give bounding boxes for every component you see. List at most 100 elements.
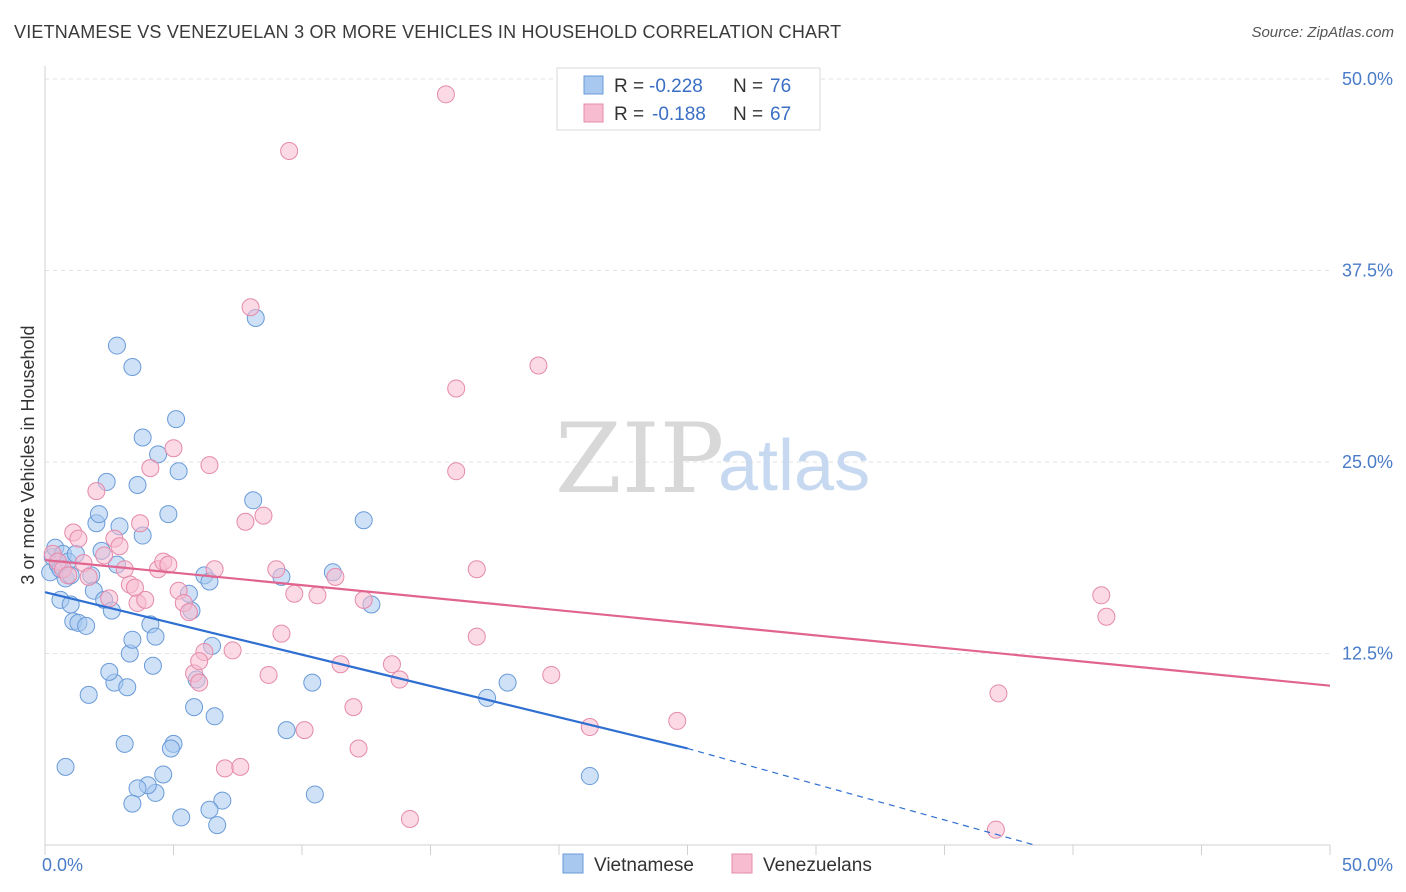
venezuelan-point-25 — [179, 603, 198, 622]
venezuelan-point-32 — [223, 641, 242, 660]
vietnamese-trend-line — [44, 591, 688, 750]
x-tick-labels: 0.0% 50.0% — [42, 855, 1393, 875]
venezuelan-point-56 — [529, 356, 548, 375]
venezuelan-point-36 — [254, 506, 273, 525]
legend-n-value-venezuelan: 67 — [770, 104, 791, 125]
y-tick-label-0: 12.5% — [1342, 644, 1393, 664]
venezuelan-point-40 — [280, 142, 299, 161]
watermark-atlas: atlas — [718, 426, 870, 506]
venezuelan-point-17 — [136, 590, 155, 609]
venezuelan-point-16 — [131, 514, 150, 533]
venezuelan-point-54 — [467, 560, 486, 579]
venezuelan-point-33 — [231, 757, 250, 776]
venezuelan-point-48 — [382, 655, 401, 674]
venezuelan-point-12 — [110, 537, 129, 556]
venezuelan-point-60 — [989, 684, 1008, 703]
vietnamese-point-29 — [123, 630, 142, 649]
venezuelan-point-45 — [344, 698, 363, 717]
venezuelan-point-57 — [542, 665, 561, 684]
venezuelan-point-5 — [69, 529, 88, 548]
bottom-legend-swatch-venezuelan — [731, 853, 753, 874]
venezuelan-point-63 — [1097, 607, 1116, 626]
vietnamese-point-37 — [146, 627, 165, 646]
venezuelan-point-41 — [295, 721, 314, 740]
venezuelan-trend-line — [44, 558, 1331, 687]
venezuelan-point-31 — [215, 759, 234, 778]
x-tick-label-1: 50.0% — [1342, 855, 1393, 875]
correlation-legend: R = -0.228 N = 76 R = -0.188 N = 67 — [556, 67, 821, 131]
venezuelan-point-66 — [259, 665, 278, 684]
vietnamese-point-74 — [56, 757, 75, 776]
vietnamese-point-66 — [303, 673, 322, 692]
watermark-zip: ZIP — [555, 403, 724, 515]
vietnamese-point-73 — [580, 767, 599, 786]
vietnamese-point-52 — [185, 698, 204, 717]
trend-lines — [44, 558, 1331, 846]
venezuelan-point-39 — [285, 584, 304, 603]
vietnamese-point-49 — [205, 707, 224, 726]
venezuelan-point-18 — [141, 459, 160, 478]
venezuelan-point-64 — [190, 652, 209, 671]
vietnamese-point-27 — [118, 678, 137, 697]
venezuelan-point-38 — [272, 624, 291, 643]
vietnamese-point-41 — [167, 410, 186, 429]
y-axis-label: 3 or more Vehicles in Household — [18, 325, 38, 584]
venezuelan-point-51 — [400, 809, 419, 828]
venezuelan-point-30 — [205, 560, 224, 579]
vietnamese-point-60 — [172, 808, 191, 827]
venezuelan-point-43 — [326, 567, 345, 586]
venezuelan-point-47 — [354, 590, 373, 609]
vietnamese-point-14 — [77, 616, 96, 635]
venezuelan-point-52 — [447, 379, 466, 398]
vietnamese-point-51 — [208, 816, 227, 835]
vietnamese-point-30 — [115, 734, 134, 753]
venezuelan-point-65 — [125, 578, 144, 597]
vietnamese-point-18 — [89, 505, 108, 524]
legend-n-label-vietnamese: N = — [733, 76, 768, 97]
vietnamese-point-26 — [100, 662, 119, 681]
vietnamese-point-40 — [159, 505, 178, 524]
venezuelan-point-50 — [436, 85, 455, 104]
vietnamese-point-38 — [143, 656, 162, 675]
venezuelan-point-27 — [190, 673, 209, 692]
venezuelan-point-3 — [59, 566, 78, 585]
bottom-legend-label-venezuelan: Venezuelans — [763, 855, 872, 876]
venezuelan-point-37 — [267, 560, 286, 579]
legend-n-label-venezuelan: N = — [733, 104, 768, 125]
legend-swatch-vietnamese — [583, 75, 604, 95]
venezuelan-point-10 — [100, 589, 119, 608]
grid-lines — [45, 78, 1330, 654]
venezuelan-point-8 — [87, 482, 106, 501]
x-tick-label-0: 0.0% — [42, 855, 83, 875]
axes — [44, 66, 1331, 855]
venezuelan-point-29 — [200, 456, 219, 475]
vietnamese-point-61 — [200, 800, 219, 819]
vietnamese-point-59 — [123, 794, 142, 813]
vietnamese-point-65 — [277, 721, 296, 740]
venezuelan-point-61 — [986, 820, 1005, 839]
vietnamese-point-55 — [154, 765, 173, 784]
y-tick-label-1: 25.0% — [1342, 452, 1393, 472]
vietnamese-point-32 — [123, 358, 142, 377]
venezuelan-point-59 — [668, 711, 687, 730]
bottom-legend-swatch-vietnamese — [562, 853, 584, 874]
venezuelan-point-62 — [1092, 586, 1111, 605]
venezuelan-points — [43, 85, 1116, 839]
vietnamese-point-31 — [107, 336, 126, 355]
legend-r-value-venezuelan: -0.188 — [652, 104, 706, 125]
legend-r-label-vietnamese: R = — [614, 76, 649, 97]
vietnamese-point-33 — [128, 475, 147, 494]
venezuelan-point-42 — [308, 586, 327, 605]
vietnamese-point-62 — [244, 491, 263, 510]
vietnamese-point-72 — [498, 673, 517, 692]
chart-title: VIETNAMESE VS VENEZUELAN 3 OR MORE VEHIC… — [14, 22, 842, 42]
vietnamese-point-69 — [354, 511, 373, 530]
vietnamese-point-58 — [128, 779, 147, 798]
chart-source: Source: ZipAtlas.com — [1251, 24, 1394, 41]
legend-n-value-vietnamese: 76 — [770, 76, 791, 97]
legend-r-label-venezuelan: R = — [614, 104, 649, 125]
vietnamese-point-39 — [149, 445, 168, 464]
venezuelan-point-46 — [349, 739, 368, 758]
y-tick-label-2: 37.5% — [1342, 261, 1393, 281]
